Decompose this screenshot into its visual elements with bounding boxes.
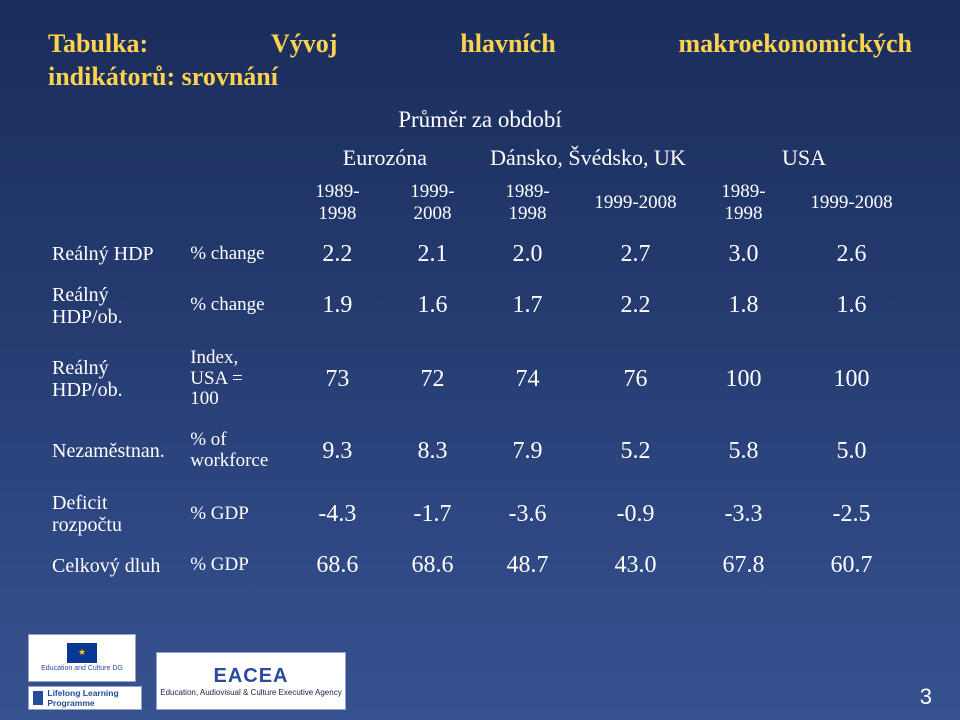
footer-logos: Education and Culture DG Lifelong Learni…	[28, 634, 346, 710]
cell: 48.7	[480, 546, 575, 585]
row-unit: % change	[186, 235, 290, 274]
cell: 43.0	[575, 546, 696, 585]
cell: 5.0	[791, 420, 912, 482]
col-group-nordic-uk: Dánsko, Švédsko, UK	[480, 139, 696, 175]
col-group-usa: USA	[696, 139, 912, 175]
cell: -3.3	[696, 482, 791, 546]
title-word: makroekonomických	[678, 28, 912, 61]
row-label: Nezaměstnan.	[48, 420, 186, 482]
cell: 100	[791, 338, 912, 421]
cell: 2.7	[575, 235, 696, 274]
cell: 2.6	[791, 235, 912, 274]
macro-table: Eurozóna Dánsko, Švédsko, UK USA 1989-19…	[48, 139, 912, 585]
cell: 67.8	[696, 546, 791, 585]
cell: 5.8	[696, 420, 791, 482]
table-subheader: Průměr za období	[48, 107, 912, 133]
row-label: Deficitrozpočtu	[48, 482, 186, 546]
eacea-logo-small: Education, Audiovisual & Culture Executi…	[160, 688, 341, 697]
page-number: 3	[920, 684, 932, 710]
period-cell: 1989-1998	[290, 175, 385, 235]
table-row: ReálnýHDP/ob. % change 1.9 1.6 1.7 2.2 1…	[48, 274, 912, 338]
cell: 76	[575, 338, 696, 421]
cell: 1.7	[480, 274, 575, 338]
llp-square-icon	[33, 691, 43, 705]
cell: 5.2	[575, 420, 696, 482]
cell: 8.3	[385, 420, 480, 482]
row-label: Reálný HDP	[48, 235, 186, 274]
cell: 7.9	[480, 420, 575, 482]
period-cell: 1999-2008	[575, 175, 696, 235]
row-label: ReálnýHDP/ob.	[48, 338, 186, 421]
table-row: ReálnýHDP/ob. Index,USA =100 73 72 74 76…	[48, 338, 912, 421]
row-unit: % GDP	[186, 482, 290, 546]
cell: 3.0	[696, 235, 791, 274]
row-label: Celkový dluh	[48, 546, 186, 585]
cell: 2.1	[385, 235, 480, 274]
cell: -1.7	[385, 482, 480, 546]
cell: -3.6	[480, 482, 575, 546]
llp-logo-text: Lifelong Learning Programme	[47, 688, 137, 708]
slide-title: Tabulka: Vývoj hlavních makroekonomickýc…	[48, 28, 912, 93]
cell: 2.0	[480, 235, 575, 274]
table-period-header: 1989-1998 1999-2008 1989-1998 1999-2008 …	[48, 175, 912, 235]
row-unit: Index,USA =100	[186, 338, 290, 421]
title-word: Tabulka:	[48, 28, 148, 61]
title-line2: indikátorů: srovnání	[48, 61, 912, 94]
cell: 100	[696, 338, 791, 421]
table-group-header: Eurozóna Dánsko, Švédsko, UK USA	[48, 139, 912, 175]
table-row: Nezaměstnan. % ofworkforce 9.3 8.3 7.9 5…	[48, 420, 912, 482]
slide-footer: Education and Culture DG Lifelong Learni…	[0, 650, 960, 720]
cell: 1.6	[385, 274, 480, 338]
cell: 72	[385, 338, 480, 421]
eu-logo: Education and Culture DG	[28, 634, 136, 682]
title-word: hlavních	[460, 28, 555, 61]
cell: -0.9	[575, 482, 696, 546]
eu-logo-text: Education and Culture DG	[41, 665, 123, 673]
cell: -2.5	[791, 482, 912, 546]
row-unit: % change	[186, 274, 290, 338]
eacea-logo: EACEA Education, Audiovisual & Culture E…	[156, 652, 346, 710]
row-label: ReálnýHDP/ob.	[48, 274, 186, 338]
table-row: Celkový dluh % GDP 68.6 68.6 48.7 43.0 6…	[48, 546, 912, 585]
cell: 60.7	[791, 546, 912, 585]
period-cell: 1999-2008	[791, 175, 912, 235]
slide: Tabulka: Vývoj hlavních makroekonomickýc…	[0, 0, 960, 720]
cell: 9.3	[290, 420, 385, 482]
table-row: Reálný HDP % change 2.2 2.1 2.0 2.7 3.0 …	[48, 235, 912, 274]
period-cell: 1989-1998	[696, 175, 791, 235]
cell: 2.2	[575, 274, 696, 338]
cell: 68.6	[290, 546, 385, 585]
llp-logo: Lifelong Learning Programme	[28, 686, 142, 710]
table-row: Deficitrozpočtu % GDP -4.3 -1.7 -3.6 -0.…	[48, 482, 912, 546]
eu-flag-icon	[67, 643, 97, 663]
period-cell: 1989-1998	[480, 175, 575, 235]
cell: 2.2	[290, 235, 385, 274]
col-group-eurozone: Eurozóna	[290, 139, 480, 175]
cell: 74	[480, 338, 575, 421]
cell: 1.9	[290, 274, 385, 338]
cell: 1.8	[696, 274, 791, 338]
cell: -4.3	[290, 482, 385, 546]
cell: 73	[290, 338, 385, 421]
period-cell: 1999-2008	[385, 175, 480, 235]
title-word: Vývoj	[271, 28, 337, 61]
row-unit: % ofworkforce	[186, 420, 290, 482]
cell: 68.6	[385, 546, 480, 585]
eacea-logo-big: EACEA	[213, 665, 288, 688]
cell: 1.6	[791, 274, 912, 338]
row-unit: % GDP	[186, 546, 290, 585]
